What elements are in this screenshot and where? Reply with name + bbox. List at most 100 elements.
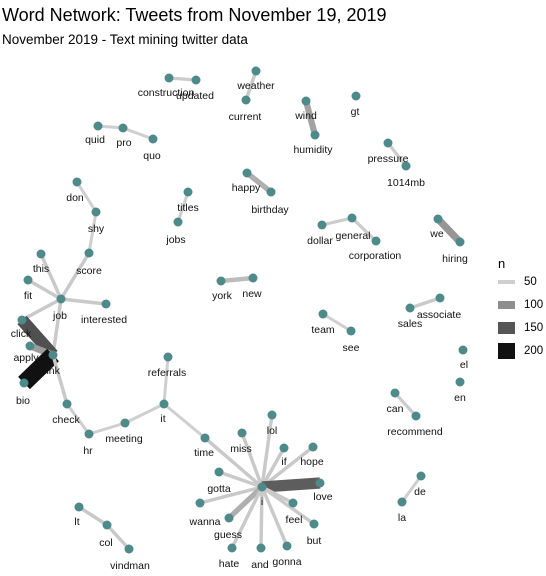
edge-fit-job [27, 278, 62, 301]
node-sales[interactable] [405, 303, 415, 313]
node-we[interactable] [433, 214, 443, 224]
node-label-birthday: birthday [251, 204, 289, 216]
legend-title: n [498, 256, 506, 271]
node-label-can: can [387, 403, 404, 415]
node-weather[interactable] [251, 66, 261, 76]
node-meeting[interactable] [120, 418, 130, 428]
node-label-pressure: pressure [368, 153, 409, 165]
node-recommend[interactable] [411, 411, 421, 421]
node-construction[interactable] [164, 73, 174, 83]
node-team[interactable] [318, 309, 328, 319]
node-corporation[interactable] [371, 236, 381, 246]
node-label-jobs: jobs [165, 234, 185, 246]
node-associate[interactable] [435, 293, 445, 303]
node-label-dollar: dollar [307, 235, 333, 247]
edge-link-check [51, 354, 69, 405]
node-hr[interactable] [84, 429, 94, 439]
node-hope[interactable] [308, 442, 318, 452]
node-hiring[interactable] [455, 237, 465, 247]
node-love[interactable] [315, 478, 325, 488]
node-new[interactable] [248, 273, 258, 283]
node-current[interactable] [241, 95, 251, 105]
legend-swatch-200 [498, 343, 515, 359]
node-label-el: el [460, 359, 468, 371]
node-updated[interactable] [191, 75, 201, 85]
node-el[interactable] [458, 345, 468, 355]
node-1014mb[interactable] [401, 161, 411, 171]
node-vindman[interactable] [124, 544, 134, 554]
node-miss[interactable] [237, 428, 247, 438]
node-lol[interactable] [267, 410, 277, 420]
node-this[interactable] [36, 249, 46, 259]
node-label-current: current [229, 111, 262, 123]
node-label-weather: weather [236, 80, 275, 92]
node-label-hate: hate [219, 558, 240, 570]
edge-we-hiring [435, 216, 463, 245]
node-guess[interactable] [224, 513, 234, 523]
node-if[interactable] [279, 443, 289, 453]
node-label-fit: fit [24, 290, 32, 302]
node-col[interactable] [102, 520, 112, 530]
node-lt[interactable] [74, 502, 84, 512]
node-pro[interactable] [118, 123, 128, 133]
node-score[interactable] [84, 248, 94, 258]
node-label-vindman: vindman [110, 560, 150, 572]
node-apply[interactable] [25, 341, 35, 351]
node-titles[interactable] [183, 187, 193, 197]
node-hate[interactable] [227, 543, 237, 553]
node-click[interactable] [17, 315, 27, 325]
legend-swatch-50 [498, 280, 515, 284]
node-bio[interactable] [19, 378, 29, 388]
node-feel[interactable] [288, 498, 298, 508]
node-happy[interactable] [242, 168, 252, 178]
edge-i-but [260, 485, 316, 526]
node-general[interactable] [347, 213, 357, 223]
node-interested[interactable] [101, 299, 111, 309]
chart-title: Word Network: Tweets from November 19, 2… [2, 5, 387, 25]
node-label-if: if [281, 456, 286, 468]
node-referrals[interactable] [163, 352, 173, 362]
node-quid[interactable] [93, 121, 103, 131]
node-link[interactable] [48, 350, 58, 360]
node-york[interactable] [216, 276, 226, 286]
node-and[interactable] [256, 543, 266, 553]
node-it[interactable] [159, 399, 169, 409]
edge-lt-col [78, 505, 108, 527]
node-time[interactable] [200, 433, 210, 443]
node-la[interactable] [397, 497, 407, 507]
edge-link-bio [18, 348, 59, 390]
edge-i-love [261, 477, 321, 493]
node-de[interactable] [416, 471, 426, 481]
node-birthday[interactable] [266, 187, 276, 197]
node-wanna[interactable] [195, 498, 205, 508]
node-wind[interactable] [301, 96, 311, 106]
node-label-quo: quo [143, 150, 161, 162]
node-check[interactable] [62, 399, 72, 409]
node-jobs[interactable] [173, 217, 183, 227]
node-quo[interactable] [148, 134, 158, 144]
edge-de-la [400, 475, 423, 503]
node-humidity[interactable] [310, 130, 320, 140]
node-gonna[interactable] [282, 541, 292, 551]
node-label-la: la [398, 512, 406, 524]
node-shy[interactable] [91, 207, 101, 217]
node-but[interactable] [309, 519, 319, 529]
node-en[interactable] [455, 377, 465, 387]
node-gt[interactable] [351, 91, 361, 101]
node-can[interactable] [390, 388, 400, 398]
legend-label-150: 150 [524, 322, 544, 334]
node-label-general: general [335, 230, 370, 242]
node-don[interactable] [72, 177, 82, 187]
node-job[interactable] [56, 294, 66, 304]
node-pressure[interactable] [383, 138, 393, 148]
node-see[interactable] [346, 326, 356, 336]
node-i[interactable] [257, 482, 267, 492]
edge-gonna-i [260, 486, 289, 547]
edge-construction-updated [168, 76, 197, 82]
node-dollar[interactable] [317, 220, 327, 230]
node-gotta[interactable] [214, 467, 224, 477]
node-label-guess: guess [214, 529, 242, 541]
node-label-i: i [261, 496, 263, 508]
edge-job-link [51, 298, 63, 356]
node-fit[interactable] [23, 275, 33, 285]
